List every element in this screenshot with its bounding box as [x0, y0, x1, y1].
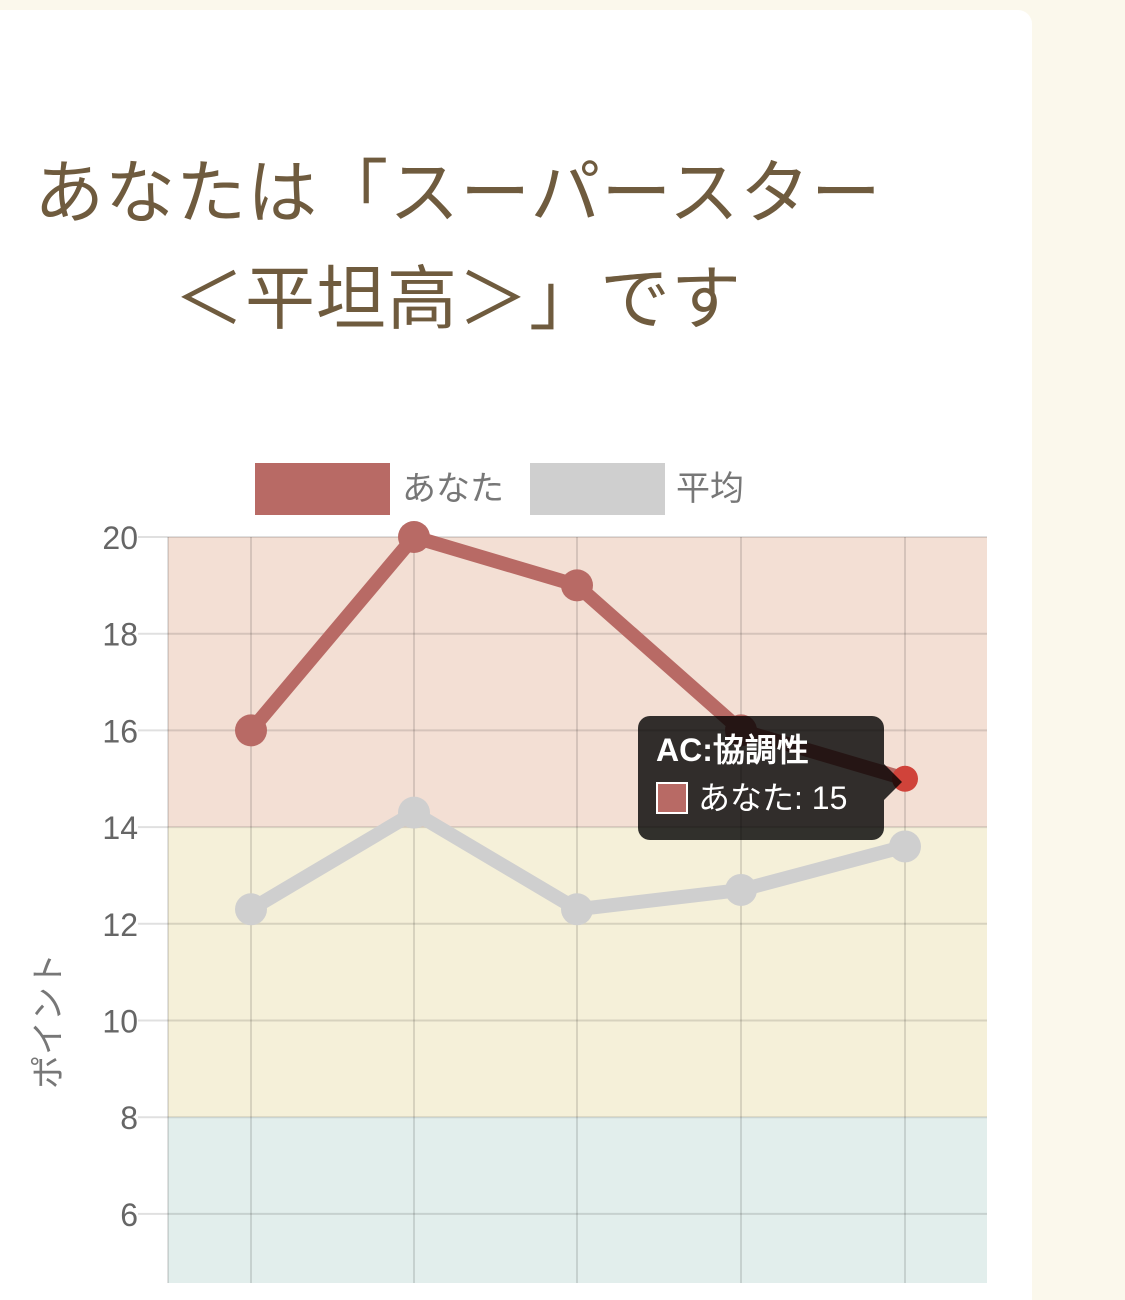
- series-0-point-1: [398, 521, 430, 553]
- legend-swatch-1: [530, 463, 665, 515]
- tooltip-caret: [884, 764, 902, 800]
- series-1-point-1: [398, 796, 430, 829]
- chart-tooltip: AC:協調性 あなた: 15: [638, 716, 902, 840]
- tooltip-separator: :: [794, 780, 812, 816]
- y-tick-label-14: 14: [102, 810, 138, 846]
- tooltip-title: AC:協調性: [656, 732, 809, 768]
- chart-band-2: [168, 1117, 987, 1283]
- y-tick-label-16: 16: [102, 713, 138, 749]
- series-1-point-2: [561, 893, 593, 926]
- y-tick-label-10: 10: [102, 1004, 138, 1040]
- series-1-point-0: [235, 893, 267, 926]
- legend-swatch-0: [255, 463, 390, 515]
- y-axis-title: ポイント: [29, 953, 69, 1089]
- result-heading-line1: あなたは「スーパースター: [34, 152, 882, 234]
- y-tick-label-12: 12: [102, 907, 138, 943]
- legend-label-1: 平均: [676, 469, 744, 509]
- result-heading-line2: ＜平坦高＞」です: [174, 258, 742, 340]
- legend-label-0: あなた: [402, 469, 504, 509]
- series-1-point-3: [725, 873, 757, 906]
- result-heading: あなたは「スーパースター ＜平坦高＞」です: [0, 140, 916, 352]
- tooltip-value: 15: [811, 780, 848, 816]
- y-tick-label-8: 8: [120, 1100, 138, 1136]
- y-tick-label-18: 18: [102, 617, 138, 653]
- y-tick-label-6: 6: [120, 1197, 138, 1233]
- series-0-point-0: [235, 714, 267, 747]
- series-1-point-4: [889, 830, 921, 863]
- tooltip-row: あなた: 15: [656, 780, 884, 816]
- series-0-point-2: [561, 569, 593, 602]
- tooltip-series-name: あなた: [698, 780, 795, 816]
- tooltip-swatch: [656, 782, 688, 814]
- y-tick-label-20: 20: [102, 520, 138, 556]
